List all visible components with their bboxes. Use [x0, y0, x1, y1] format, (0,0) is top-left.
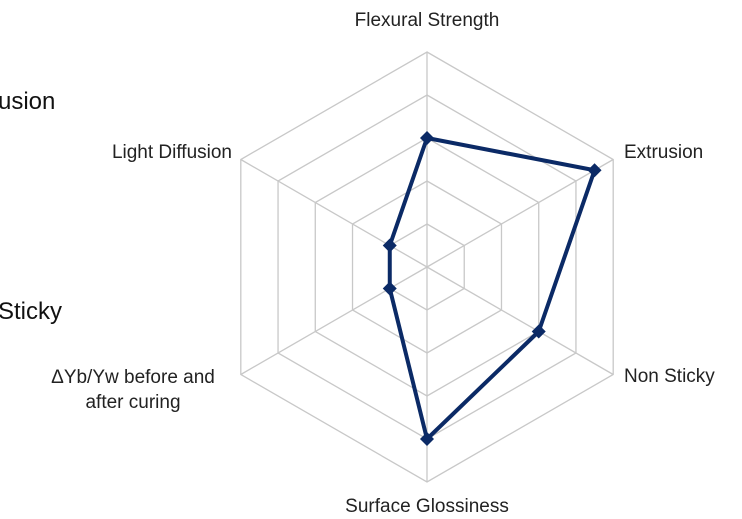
category-label: Surface Glossiness	[345, 496, 509, 517]
data-point	[420, 432, 434, 446]
data-point	[382, 281, 397, 296]
category-label: ΔYb/Yw before and after curing	[51, 367, 215, 413]
series-line	[387, 136, 597, 441]
axis-spoke	[426, 158, 614, 268]
category-label: Non Sticky	[624, 366, 715, 387]
axis-spoke	[426, 266, 614, 376]
data-point	[531, 324, 546, 339]
data-point	[382, 238, 397, 253]
data-point	[420, 131, 434, 145]
data-point	[587, 163, 602, 178]
category-label: Light Diffusion	[111, 142, 232, 163]
axis-spoke	[240, 158, 428, 268]
axis-spoke	[240, 266, 428, 376]
category-label: Flexural Strength	[354, 10, 500, 31]
background-fragment: Sticky	[0, 298, 63, 325]
background-fragment: usion	[0, 88, 56, 115]
category-label: Extrusion	[624, 142, 704, 163]
